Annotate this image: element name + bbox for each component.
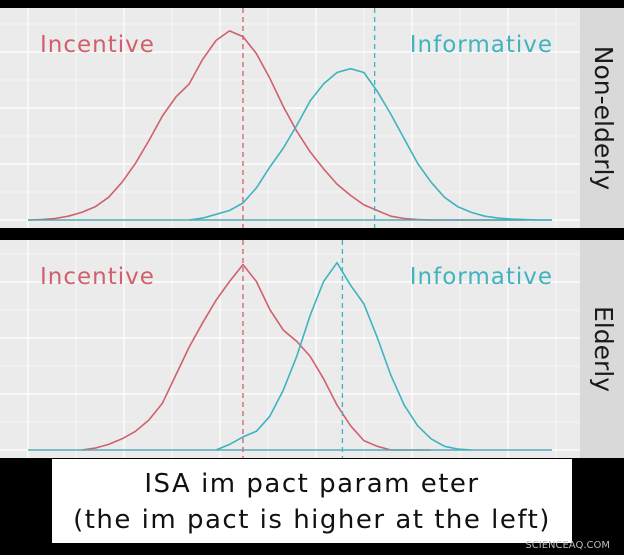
label-informative: Informative bbox=[410, 264, 553, 290]
x-axis-title-line-2: (the im pact is higher at the left) bbox=[73, 505, 551, 535]
label-informative: Informative bbox=[410, 32, 553, 58]
facet-strip-label: Non-elderly bbox=[589, 46, 618, 191]
panel-gridlines bbox=[0, 8, 580, 228]
panel-background bbox=[0, 240, 580, 458]
density-line-informative bbox=[215, 261, 472, 451]
facet-strip bbox=[580, 240, 624, 458]
panel-non-elderly: Non-elderly Incentive Informative bbox=[0, 8, 624, 228]
facet-strip bbox=[580, 8, 624, 228]
density-line-incentive bbox=[81, 263, 432, 451]
density-line-informative bbox=[189, 67, 552, 221]
label-incentive: Incentive bbox=[40, 264, 155, 290]
facet-strip-label: Elderly bbox=[589, 306, 618, 392]
label-incentive: Incentive bbox=[40, 32, 155, 58]
watermark: SCIENCEAQ.COM bbox=[525, 540, 610, 551]
x-axis-title-line-1: ISA im pact param eter bbox=[144, 469, 480, 499]
panels-layer: Non-elderly Incentive Informative Elderly In… bbox=[0, 8, 624, 458]
panel-elderly: Elderly Incentive Informative bbox=[0, 240, 624, 458]
x-axis-caption: ISA im pact param eter (the im pact is h… bbox=[52, 459, 572, 543]
